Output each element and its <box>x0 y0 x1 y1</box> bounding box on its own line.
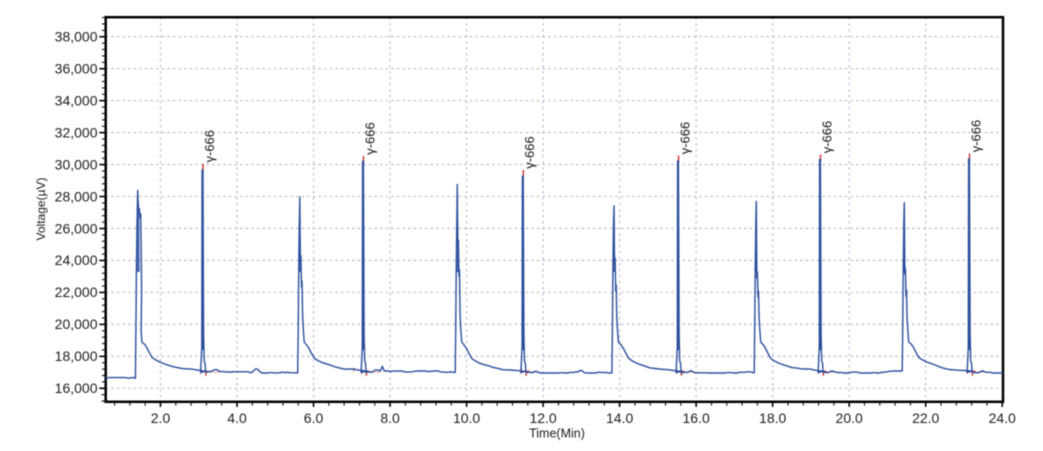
svg-text:4.0: 4.0 <box>227 410 247 426</box>
svg-text:30,000: 30,000 <box>55 156 98 172</box>
svg-text:16,000: 16,000 <box>55 380 98 396</box>
svg-text:γ-666: γ-666 <box>362 122 377 155</box>
svg-text:Time(Min): Time(Min) <box>529 427 585 441</box>
svg-text:γ-666: γ-666 <box>968 120 983 153</box>
svg-text:γ-666: γ-666 <box>677 122 692 155</box>
svg-text:24.0: 24.0 <box>989 410 1016 426</box>
svg-text:20,000: 20,000 <box>55 316 98 332</box>
svg-text:22.0: 22.0 <box>912 410 939 426</box>
svg-text:γ-666: γ-666 <box>522 136 537 169</box>
svg-text:6.0: 6.0 <box>304 410 324 426</box>
svg-text:2.0: 2.0 <box>151 410 171 426</box>
svg-text:24,000: 24,000 <box>55 252 98 268</box>
svg-text:16.0: 16.0 <box>683 410 710 426</box>
svg-text:22,000: 22,000 <box>55 284 98 300</box>
svg-text:20.0: 20.0 <box>836 410 863 426</box>
svg-text:36,000: 36,000 <box>55 60 98 76</box>
svg-text:γ-666: γ-666 <box>819 121 834 154</box>
svg-text:18.0: 18.0 <box>759 410 786 426</box>
svg-text:14.0: 14.0 <box>606 410 633 426</box>
svg-text:34,000: 34,000 <box>55 92 98 108</box>
svg-text:8.0: 8.0 <box>380 410 400 426</box>
svg-text:32,000: 32,000 <box>55 124 98 140</box>
svg-text:18,000: 18,000 <box>55 348 98 364</box>
svg-text:38,000: 38,000 <box>55 29 98 45</box>
svg-text:Voltage(µV): Voltage(µV) <box>34 178 48 241</box>
svg-text:28,000: 28,000 <box>55 188 98 204</box>
svg-text:10.0: 10.0 <box>453 410 480 426</box>
svg-text:12.0: 12.0 <box>529 410 556 426</box>
svg-text:26,000: 26,000 <box>55 220 98 236</box>
svg-text:γ-666: γ-666 <box>202 130 217 163</box>
